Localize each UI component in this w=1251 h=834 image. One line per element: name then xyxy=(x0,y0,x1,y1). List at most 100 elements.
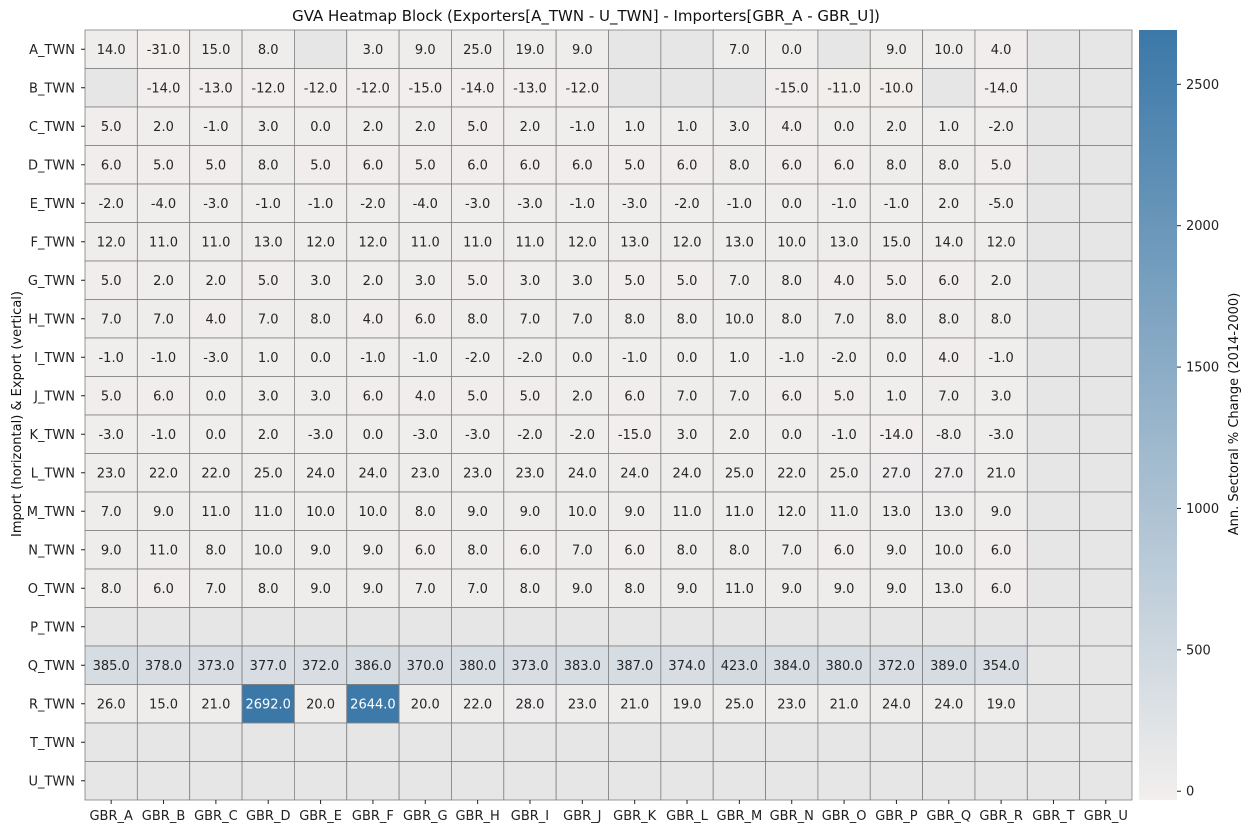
heatmap-cell xyxy=(189,684,243,724)
heatmap-cell xyxy=(293,761,348,801)
heatmap-cell xyxy=(503,68,557,108)
x-tick-label: GBR_K xyxy=(613,809,657,824)
heatmap-cell xyxy=(817,684,871,724)
heatmap-cell xyxy=(1026,376,1081,416)
heatmap-cell xyxy=(451,645,505,685)
cell-value-label: 354.0 xyxy=(983,659,1020,674)
y-tick-label: D_TWN xyxy=(28,158,75,173)
heatmap-cell xyxy=(974,491,1028,531)
heatmap-cell xyxy=(922,607,976,647)
cell-value-label: -3.0 xyxy=(308,428,333,443)
cell-value-label: 6.0 xyxy=(520,158,541,173)
cell-value-label: -1.0 xyxy=(622,351,647,366)
cell-value-label: -12.0 xyxy=(304,81,338,96)
y-tick-label: M_TWN xyxy=(27,505,75,520)
cell-value-label: 3.0 xyxy=(520,274,541,289)
heatmap-cell xyxy=(84,183,138,223)
cell-value-label: 7.0 xyxy=(101,505,122,520)
heatmap-cell xyxy=(1079,491,1133,531)
heatmap-cell xyxy=(293,145,348,185)
heatmap-cell xyxy=(189,29,243,69)
heatmap-cell xyxy=(869,106,923,146)
heatmap-cell xyxy=(1026,68,1081,108)
cell-value-label: 5.0 xyxy=(310,158,331,173)
heatmap-cell xyxy=(398,68,452,108)
heatmap-cell xyxy=(608,299,662,339)
heatmap-cell xyxy=(555,530,609,570)
cell-value-label: 11.0 xyxy=(725,505,754,520)
cell-value-label: 12.0 xyxy=(97,235,126,250)
heatmap-cell xyxy=(922,68,976,108)
cell-value-label: -2.0 xyxy=(674,197,699,212)
cell-value-label: -12.0 xyxy=(251,81,285,96)
cell-value-label: 28.0 xyxy=(515,697,544,712)
heatmap-cell xyxy=(765,337,819,377)
cell-value-label: 386.0 xyxy=(354,659,391,674)
cell-value-label: 9.0 xyxy=(101,543,122,558)
cell-value-label: 9.0 xyxy=(834,582,855,597)
heatmap-cell xyxy=(974,684,1028,724)
cell-value-label: 4.0 xyxy=(363,312,384,327)
y-tick-label: R_TWN xyxy=(29,697,75,712)
cell-value-label: -1.0 xyxy=(308,197,333,212)
cell-value-label: 4.0 xyxy=(781,120,802,135)
cell-value-label: 8.0 xyxy=(310,312,331,327)
cell-value-label: -13.0 xyxy=(199,81,233,96)
x-tick-label: GBR_F xyxy=(352,809,394,824)
cell-value-label: 9.0 xyxy=(363,543,384,558)
cell-value-label: 20.0 xyxy=(306,697,335,712)
heatmap-cell xyxy=(869,260,923,300)
x-tick-label: GBR_O xyxy=(822,809,867,824)
cell-value-label: 15.0 xyxy=(149,697,178,712)
cell-value-label: -3.0 xyxy=(98,428,123,443)
cell-value-label: 9.0 xyxy=(677,582,698,597)
x-tick-label: GBR_R xyxy=(979,809,1023,824)
cell-value-label: -1.0 xyxy=(98,351,123,366)
cell-value-label: 8.0 xyxy=(624,312,645,327)
heatmap-cell xyxy=(608,337,662,377)
cell-value-label: 27.0 xyxy=(934,466,963,481)
cell-value-label: 0.0 xyxy=(206,428,227,443)
cell-value-label: 3.0 xyxy=(729,120,750,135)
heatmap-cell xyxy=(1026,761,1081,801)
heatmap-cell xyxy=(660,337,714,377)
heatmap-cell xyxy=(241,453,295,493)
cell-value-label: 7.0 xyxy=(572,543,593,558)
heatmap-cell xyxy=(765,491,819,531)
cell-value-label: 1.0 xyxy=(729,351,750,366)
cell-value-label: 6.0 xyxy=(624,389,645,404)
cell-value-label: -1.0 xyxy=(256,197,281,212)
heatmap-cell xyxy=(608,761,662,801)
heatmap-cell xyxy=(974,722,1028,762)
x-tick-label: GBR_G xyxy=(403,809,448,824)
cell-value-label: 8.0 xyxy=(729,543,750,558)
cell-value-label: 7.0 xyxy=(520,312,541,327)
heatmap-cell xyxy=(555,376,609,416)
heatmap-cell xyxy=(1079,645,1133,685)
cell-value-label: 383.0 xyxy=(564,659,601,674)
cell-value-label: -4.0 xyxy=(151,197,176,212)
heatmap-cell xyxy=(817,68,871,108)
heatmap-cell xyxy=(451,260,505,300)
cell-value-label: 2.0 xyxy=(886,120,907,135)
heatmap-cell xyxy=(817,299,871,339)
heatmap-cell xyxy=(451,414,505,454)
cell-value-label: 7.0 xyxy=(415,582,436,597)
heatmap-cell xyxy=(1079,607,1133,647)
cell-value-label: -1.0 xyxy=(779,351,804,366)
heatmap-cell xyxy=(136,414,191,454)
cell-value-label: 5.0 xyxy=(834,389,855,404)
heatmap-cell xyxy=(398,183,452,223)
heatmap-cell xyxy=(869,607,923,647)
heatmap-cell xyxy=(765,145,819,185)
heatmap-cell xyxy=(608,645,662,685)
y-tick-label: L_TWN xyxy=(31,466,75,481)
heatmap-cell xyxy=(241,376,295,416)
heatmap-cell xyxy=(869,29,923,69)
cell-value-label: 6.0 xyxy=(991,543,1012,558)
cell-value-label: 6.0 xyxy=(101,158,122,173)
cell-value-label: 3.0 xyxy=(363,43,384,58)
cell-value-label: 13.0 xyxy=(254,235,283,250)
y-tick-labels: A_TWN B_TWN C_TWN D_TWN E_TWN F_TWN G_TWN H_TWN… xyxy=(27,43,85,789)
heatmap-cell xyxy=(817,222,871,262)
